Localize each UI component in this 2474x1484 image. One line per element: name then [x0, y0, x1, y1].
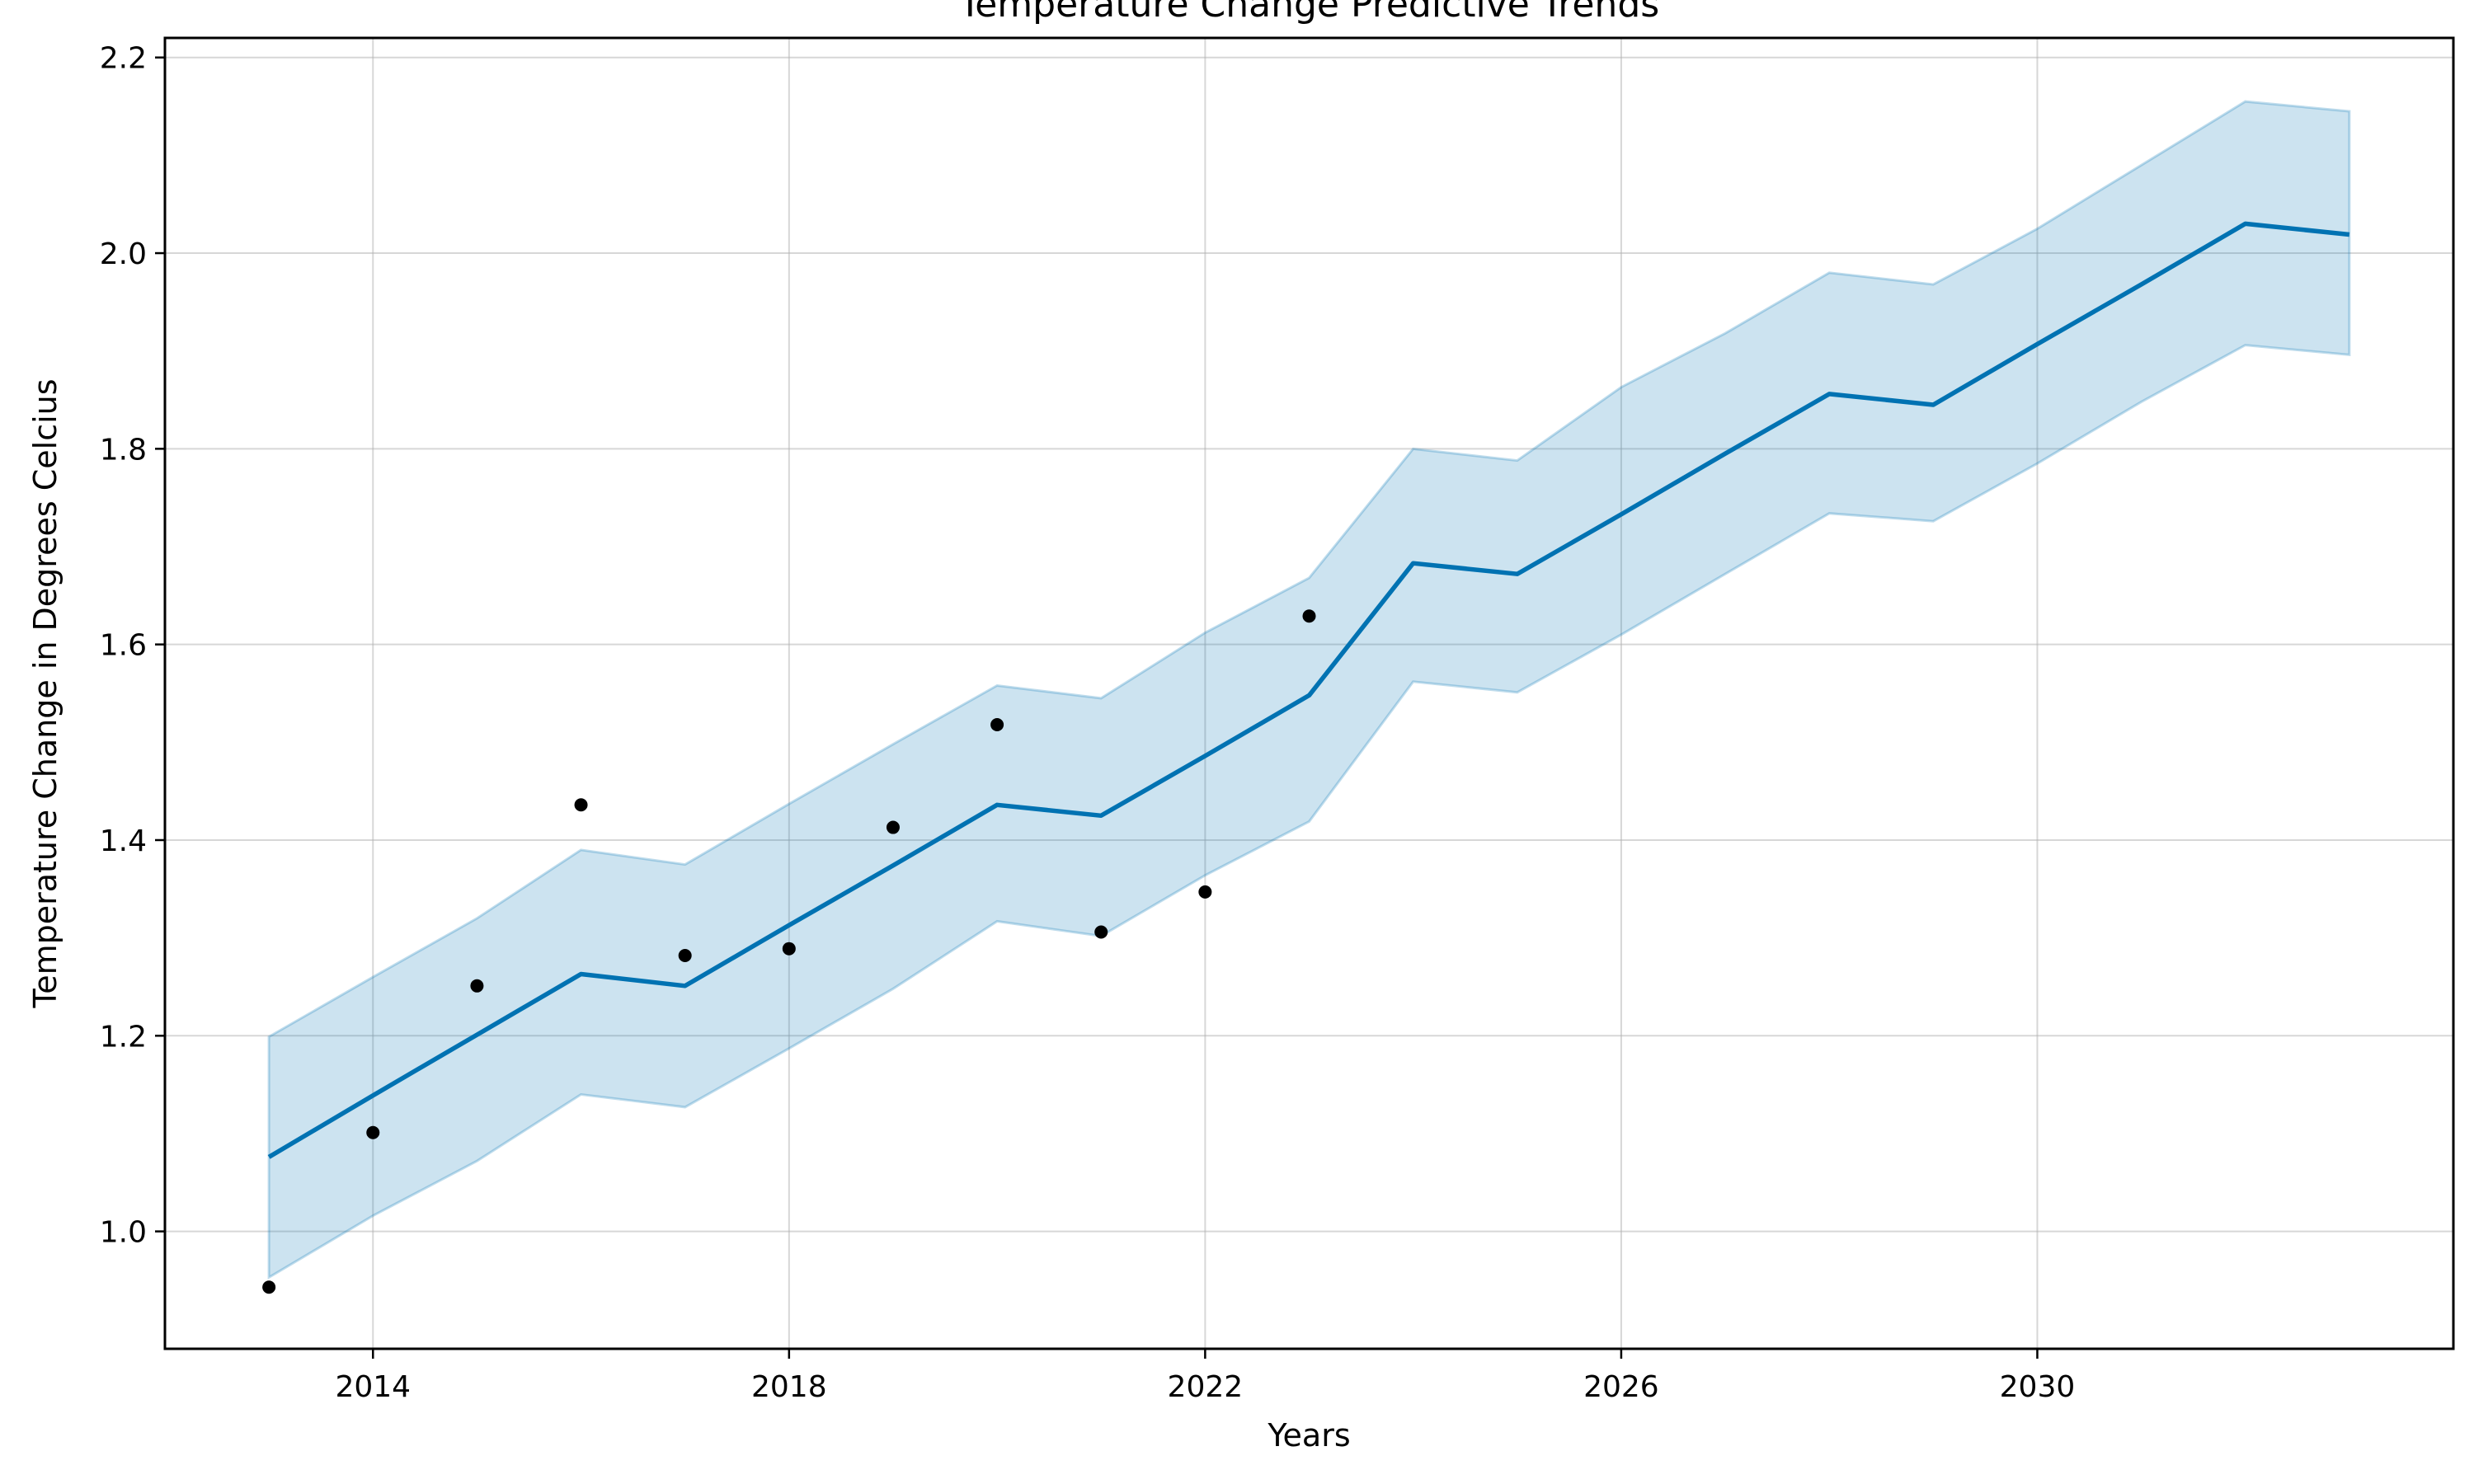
observed-point — [366, 1125, 380, 1139]
observed-point — [470, 979, 484, 993]
observed-point — [574, 798, 588, 812]
x-tick-label: 2026 — [1583, 1370, 1659, 1404]
x-axis-title: Years — [1267, 1417, 1350, 1453]
grid — [165, 38, 2453, 1349]
y-tick-label: 1.8 — [100, 433, 147, 467]
x-tick-label: 2030 — [2000, 1370, 2076, 1404]
y-tick-label: 1.0 — [100, 1216, 147, 1250]
y-tick-label: 1.2 — [100, 1020, 147, 1054]
chart-title: Temperature Change Predictive Trends — [958, 0, 1659, 26]
observed-point — [1198, 885, 1212, 899]
observed-point — [678, 949, 692, 962]
y-tick-label: 1.6 — [100, 629, 147, 663]
plot-frame — [163, 36, 2455, 1350]
observed-point — [1302, 609, 1316, 623]
x-tick-label: 2014 — [335, 1370, 411, 1404]
y-tick-label: 2.2 — [100, 42, 147, 76]
observed-points — [262, 609, 1316, 1294]
forecast-line — [267, 221, 2350, 1159]
x-tick-label: 2018 — [751, 1370, 827, 1404]
y-tick-label: 1.4 — [100, 824, 147, 858]
y-axis-title: Temperature Change in Degrees Celcius — [27, 378, 63, 1008]
observed-point — [262, 1280, 276, 1294]
observed-point — [1094, 925, 1108, 939]
axis-ticks: 2014 2018 2022 2026 2030 1.0 1.2 1.4 1.6 1.8 2.0 2.… — [100, 42, 2076, 1404]
observed-point — [782, 942, 796, 956]
x-tick-label: 2022 — [1168, 1370, 1244, 1404]
y-tick-label: 2.0 — [100, 237, 147, 271]
observed-point — [990, 717, 1004, 731]
observed-point — [886, 820, 900, 834]
